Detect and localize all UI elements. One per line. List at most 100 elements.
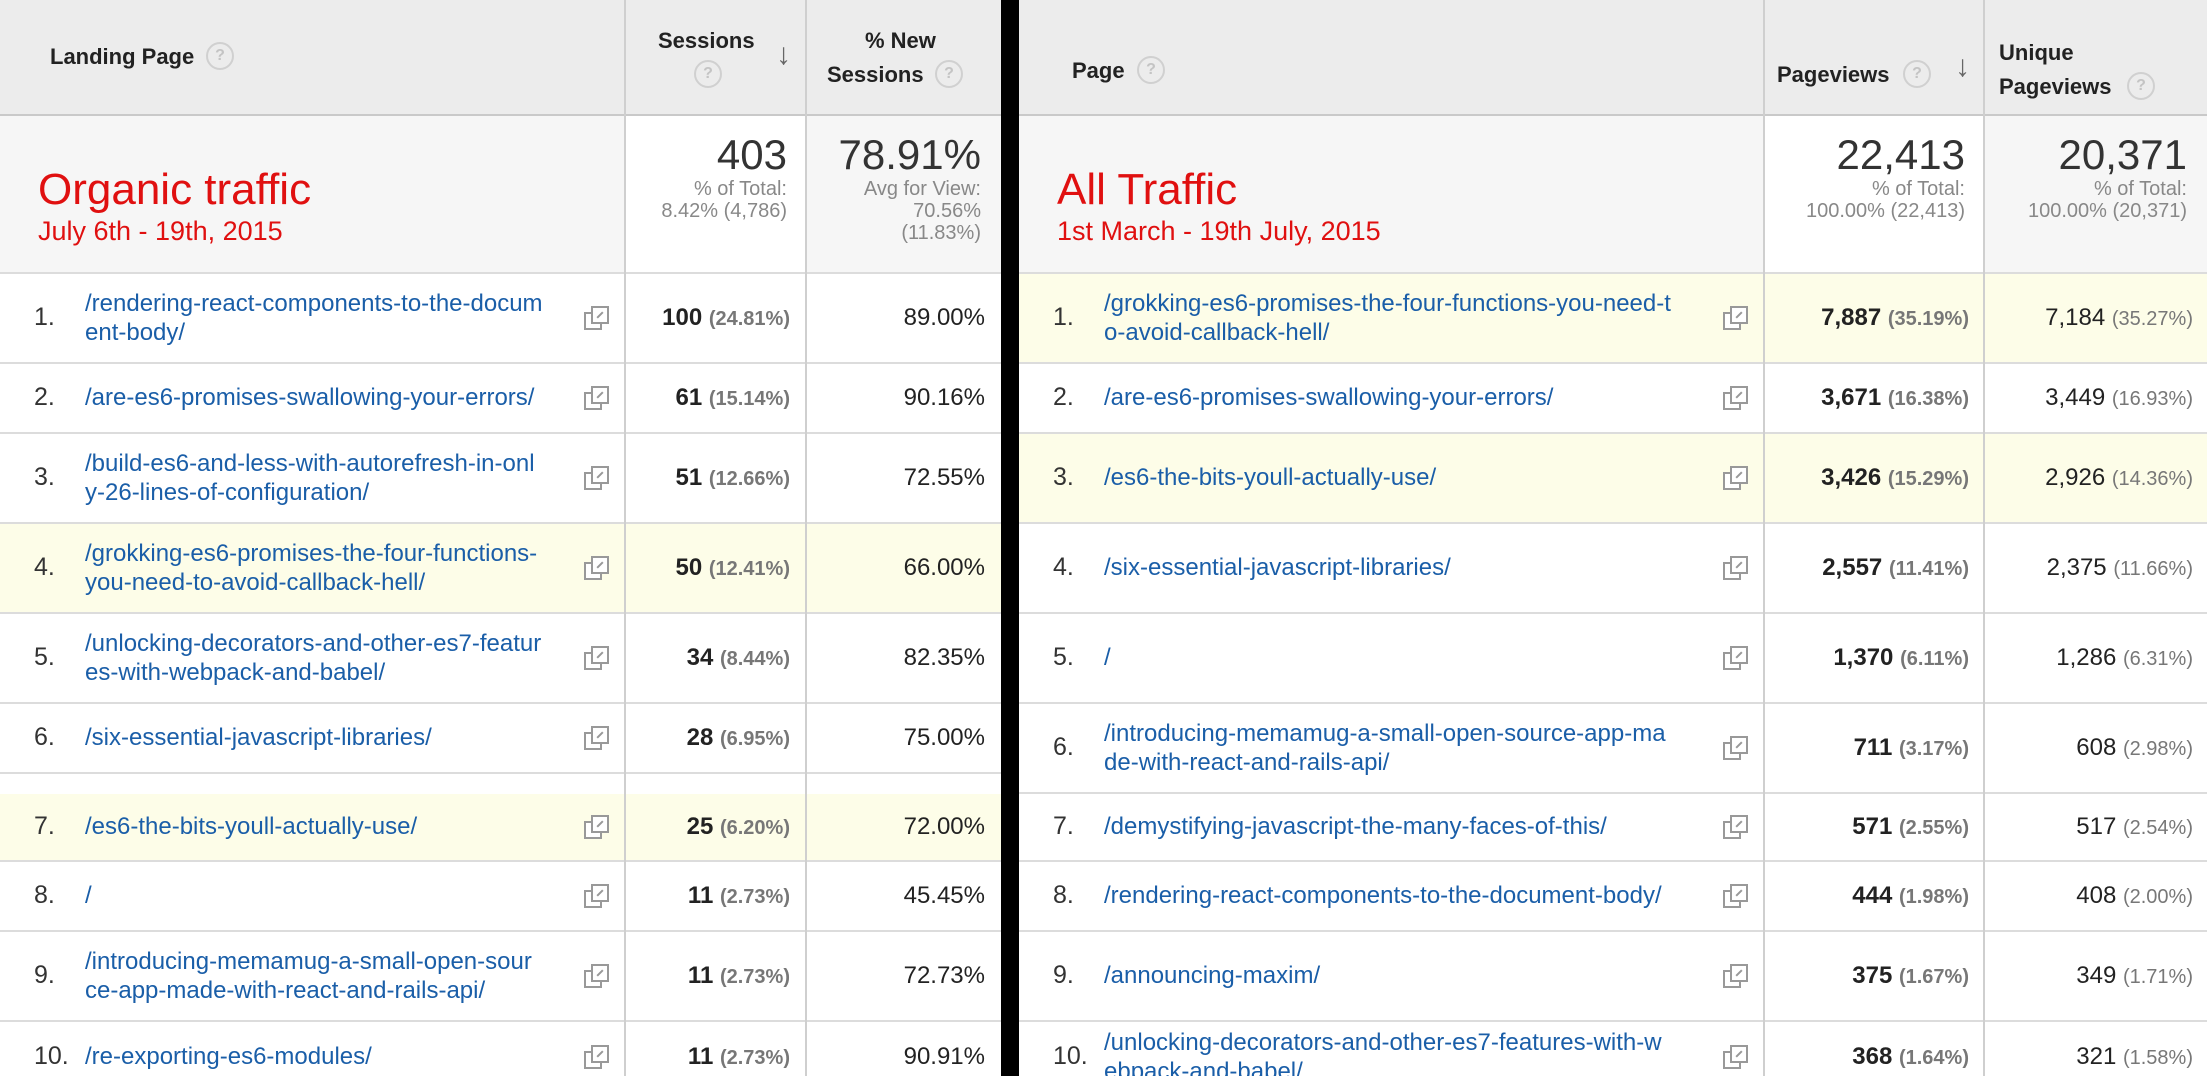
sessions-value: 100 <box>662 304 703 331</box>
pageviews-total-cell: 22,413 % of Total: 100.00% (22,413) <box>1765 116 1985 272</box>
open-in-new-window-icon[interactable] <box>584 884 609 908</box>
page-path-link[interactable]: /re-exporting-es6-modules/ <box>85 1042 372 1071</box>
new-sessions-header-line1: % New <box>865 28 936 53</box>
open-in-new-window-icon[interactable] <box>1723 964 1748 988</box>
open-in-new-window-icon[interactable] <box>1723 884 1748 908</box>
pageviews-column-header[interactable]: Pageviews ? ↓ <box>1765 0 1985 114</box>
open-in-new-window-icon[interactable] <box>584 1045 609 1069</box>
unique-pageviews-total-cell: 20,371 % of Total: 100.00% (20,371) <box>1985 116 2207 272</box>
sessions-value: 11 <box>687 962 714 989</box>
unique-pageviews-percent: (2.00%) <box>2122 886 2193 908</box>
open-in-new-window-icon[interactable] <box>1723 646 1748 670</box>
table-row[interactable]: 2. /are-es6-promises-swallowing-your-erro… <box>1019 364 2207 434</box>
table-row[interactable]: 1. /grokking-es6-promises-the-four-functi… <box>1019 274 2207 364</box>
table-row[interactable]: 10. /re-exporting-es6-modules/11 (2.73%) 9… <box>0 1022 1001 1076</box>
sessions-percent: (12.66%) <box>708 468 790 490</box>
organic-traffic-panel: Landing Page ? Sessions ? ↓ % New Sessio… <box>0 0 1001 1076</box>
help-icon[interactable]: ? <box>694 60 722 88</box>
open-in-new-window-icon[interactable] <box>584 386 609 410</box>
sessions-column-header[interactable]: Sessions ? ↓ <box>626 0 807 114</box>
table-row[interactable]: 4. /six-essential-javascript-libraries/2,… <box>1019 524 2207 614</box>
row-number: 1. <box>1053 303 1074 331</box>
open-in-new-window-icon[interactable] <box>1723 815 1748 839</box>
page-path-link[interactable]: /grokking-es6-promises-the-four-function… <box>85 539 537 597</box>
open-in-new-window-icon[interactable] <box>584 556 609 580</box>
help-icon[interactable]: ? <box>2127 72 2155 100</box>
open-in-new-window-icon[interactable] <box>584 466 609 490</box>
unique-pageviews-column-header[interactable]: Unique Pageviews ? <box>1985 0 2207 114</box>
new-sessions-avg-value: 70.56% <box>913 200 981 222</box>
open-in-new-window-icon[interactable] <box>1723 466 1748 490</box>
page-column-header[interactable]: Page ? <box>1019 0 1765 114</box>
page-path-link[interactable]: /are-es6-promises-swallowing-your-errors… <box>85 383 534 412</box>
row-number: 9. <box>34 961 55 989</box>
open-in-new-window-icon[interactable] <box>584 964 609 988</box>
page-path-line1: /rendering-react-components-to-the-docum… <box>1104 882 1662 909</box>
table-row[interactable]: 6. /introducing-memamug-a-small-open-sour… <box>1019 704 2207 794</box>
table-row[interactable]: 4. /grokking-es6-promises-the-four-functi… <box>0 524 1001 614</box>
page-path-link[interactable]: /are-es6-promises-swallowing-your-errors… <box>1104 383 1553 412</box>
row-number: 10. <box>34 1042 69 1070</box>
page-path-link[interactable]: / <box>85 881 92 910</box>
page-path-link[interactable]: /rendering-react-components-to-the-docum… <box>85 289 543 347</box>
page-path-link[interactable]: /rendering-react-components-to-the-docum… <box>1104 881 1662 910</box>
new-sessions-avg-diff: (11.83%) <box>901 222 981 244</box>
table-row[interactable]: 2. /are-es6-promises-swallowing-your-erro… <box>0 364 1001 434</box>
open-in-new-window-icon[interactable] <box>1723 386 1748 410</box>
page-path-line1: /are-es6-promises-swallowing-your-errors… <box>85 384 535 411</box>
new-sessions-value: 66.00% <box>903 554 985 581</box>
page-path-link[interactable]: /six-essential-javascript-libraries/ <box>85 723 432 752</box>
new-sessions-total-cell: 78.91% Avg for View: 70.56% (11.83%) <box>807 116 1001 272</box>
table-row[interactable]: 7. /es6-the-bits-youll-actually-use/25 (6… <box>0 794 1001 862</box>
open-in-new-window-icon[interactable] <box>1723 306 1748 330</box>
pageviews-value: 1,370 <box>1833 644 1894 671</box>
table-row[interactable]: 5. / 1,370 (6.11%) 1,286 (6.31%) <box>1019 614 2207 704</box>
page-path-link[interactable]: /demystifying-javascript-the-many-faces-… <box>1104 812 1607 841</box>
table-row[interactable]: 8. /rendering-react-components-to-the-doc… <box>1019 862 2207 932</box>
table-row[interactable]: 1. /rendering-react-components-to-the-doc… <box>0 274 1001 364</box>
unique-pageviews-value: 7,184 <box>2045 304 2106 331</box>
row-number: 10. <box>1053 1042 1088 1070</box>
open-in-new-window-icon[interactable] <box>584 646 609 670</box>
new-sessions-value: 90.16% <box>903 384 985 411</box>
page-path-link[interactable]: /es6-the-bits-youll-actually-use/ <box>85 812 417 841</box>
new-sessions-value: 75.00% <box>903 724 985 751</box>
table-row[interactable]: 6. /six-essential-javascript-libraries/28… <box>0 704 1001 774</box>
new-sessions-header-line2: Sessions <box>827 62 924 87</box>
page-path-link[interactable]: /es6-the-bits-youll-actually-use/ <box>1104 463 1436 492</box>
open-in-new-window-icon[interactable] <box>584 726 609 750</box>
help-icon[interactable]: ? <box>935 60 963 88</box>
table-row[interactable]: 3. /build-es6-and-less-with-autorefresh-i… <box>0 434 1001 524</box>
new-sessions-column-header[interactable]: % New Sessions ? <box>807 0 1001 114</box>
table-row[interactable]: 9. /introducing-memamug-a-small-open-sour… <box>0 932 1001 1022</box>
page-path-link[interactable]: /grokking-es6-promises-the-four-function… <box>1104 289 1671 347</box>
table-row[interactable]: 7. /demystifying-javascript-the-many-face… <box>1019 794 2207 862</box>
page-path-link[interactable]: /unlocking-decorators-and-other-es7-feat… <box>85 629 541 687</box>
open-in-new-window-icon[interactable] <box>584 815 609 839</box>
unique-pageviews-cell: 3,449 (16.93%) <box>1985 384 2193 412</box>
open-in-new-window-icon[interactable] <box>1723 556 1748 580</box>
page-path-link[interactable]: /six-essential-javascript-libraries/ <box>1104 553 1451 582</box>
open-in-new-window-icon[interactable] <box>584 306 609 330</box>
table-row[interactable]: 3. /es6-the-bits-youll-actually-use/3,426… <box>1019 434 2207 524</box>
unique-pageviews-value: 321 <box>2076 1043 2117 1070</box>
page-path-link[interactable]: /announcing-maxim/ <box>1104 961 1320 990</box>
help-icon[interactable]: ? <box>1137 56 1165 84</box>
page-path-line2: you-need-to-avoid-callback-hell/ <box>85 569 426 596</box>
page-path-link[interactable]: / <box>1104 643 1111 672</box>
page-path-link[interactable]: /build-es6-and-less-with-autorefresh-in-… <box>85 449 535 507</box>
help-icon[interactable]: ? <box>1903 60 1931 88</box>
open-in-new-window-icon[interactable] <box>1723 736 1748 760</box>
sort-descending-icon[interactable]: ↓ <box>776 38 791 71</box>
page-path-link[interactable]: /unlocking-decorators-and-other-es7-feat… <box>1104 1028 1662 1076</box>
table-row[interactable]: 9. /announcing-maxim/375 (1.67%) 349 (1.71… <box>1019 932 2207 1022</box>
help-icon[interactable]: ? <box>206 42 234 70</box>
sort-descending-icon[interactable]: ↓ <box>1955 50 1970 83</box>
open-in-new-window-icon[interactable] <box>1723 1045 1748 1069</box>
table-row[interactable]: 10. /unlocking-decorators-and-other-es7-f… <box>1019 1022 2207 1076</box>
table-row[interactable]: 5. /unlocking-decorators-and-other-es7-fe… <box>0 614 1001 704</box>
table-row[interactable]: 8. / 11 (2.73%) 45.45% <box>0 862 1001 932</box>
page-path-link[interactable]: /introducing-memamug-a-small-open-source… <box>1104 719 1666 777</box>
landing-page-column-header[interactable]: Landing Page ? <box>0 0 626 114</box>
